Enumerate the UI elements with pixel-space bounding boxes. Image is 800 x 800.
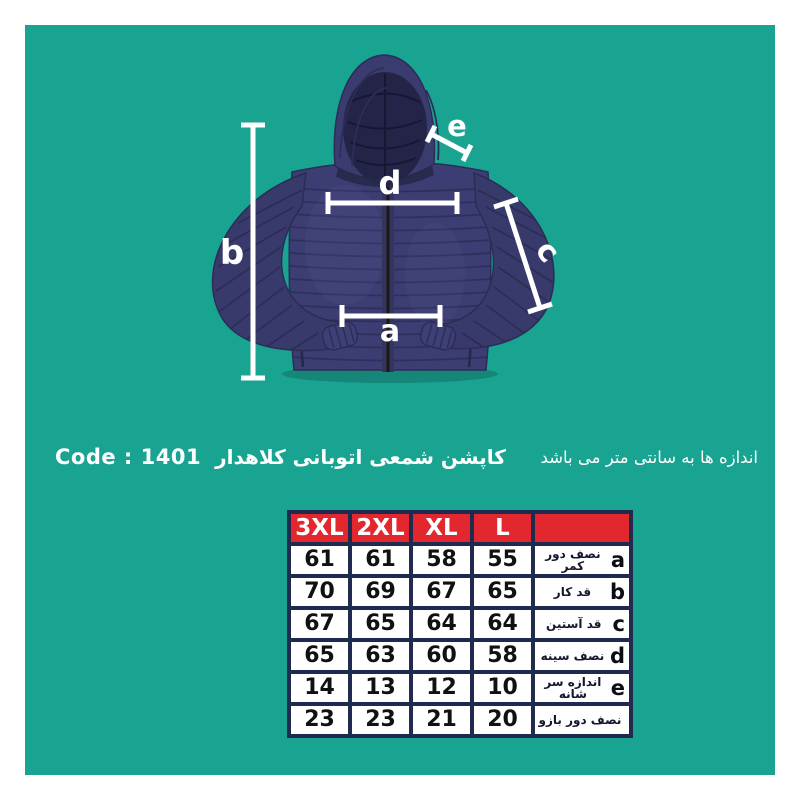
- row-label-arm: نصف دور بازو: [535, 706, 629, 734]
- row-label-e-letter: e: [610, 675, 625, 700]
- row-label-e: اندازه سر شانه e: [535, 674, 629, 702]
- cell-b-2xl: 69: [352, 578, 409, 606]
- cell-a-3xl: 61: [291, 546, 348, 574]
- collar-shadow: [336, 166, 434, 188]
- row-label-b: قد کار b: [535, 578, 629, 606]
- right-sleeve-quilt: [461, 189, 554, 349]
- left-cuff: [321, 321, 359, 351]
- size-col-3xl: 3XL: [291, 514, 348, 542]
- right-sleeve: [441, 171, 555, 350]
- row-label-b-text: قد کار: [553, 585, 592, 599]
- row-label-c-letter: c: [612, 611, 625, 636]
- cell-c-l: 64: [474, 610, 531, 638]
- label-e: e: [447, 109, 467, 143]
- row-label-c: قد آستین c: [535, 610, 629, 638]
- row-label-a: نصف دور کمر a: [535, 546, 629, 574]
- cell-a-l: 55: [474, 546, 531, 574]
- measure-line-d: [325, 192, 460, 214]
- cell-d-xl: 60: [413, 642, 470, 670]
- row-label-d-text: نصف سینه: [540, 649, 605, 663]
- cell-arm-xl: 21: [413, 706, 470, 734]
- jacket-measurement-diagram: b d a c e: [180, 40, 600, 420]
- body-highlight-2: [405, 223, 465, 327]
- product-code-group: Code : 1401 کاپشن شمعی اتوبانی کلاهدار: [55, 445, 506, 469]
- row-label-d-letter: d: [609, 643, 625, 668]
- zipper: [386, 166, 390, 372]
- cell-c-xl: 64: [413, 610, 470, 638]
- cell-arm-2xl: 23: [352, 706, 409, 734]
- size-table: 3XL 2XL XL L 61 61 58 55 نصف دور کمر a 7…: [287, 510, 633, 738]
- hood-quilt: [339, 67, 440, 167]
- measure-line-a: [339, 305, 443, 327]
- cell-c-3xl: 67: [291, 610, 348, 638]
- title-bar: Code : 1401 کاپشن شمعی اتوبانی کلاهدار ا…: [55, 440, 758, 474]
- cell-c-2xl: 65: [352, 610, 409, 638]
- cell-a-2xl: 61: [352, 546, 409, 574]
- cell-b-l: 65: [474, 578, 531, 606]
- measure-line-b: [241, 122, 265, 381]
- cell-d-l: 58: [474, 642, 531, 670]
- teal-background-panel: b d a c e Code : 1401 کاپشن شمعی اتوبانی…: [25, 25, 775, 775]
- row-label-d: نصف سینه d: [535, 642, 629, 670]
- label-a: a: [380, 314, 400, 349]
- measure-line-e: [424, 124, 474, 163]
- size-table-corner: [535, 514, 629, 542]
- size-col-2xl: 2XL: [352, 514, 409, 542]
- cell-e-xl: 12: [413, 674, 470, 702]
- hood-interior-folds: [347, 74, 423, 180]
- row-label-a-letter: a: [610, 547, 625, 572]
- label-d: d: [379, 164, 402, 202]
- cell-e-2xl: 13: [352, 674, 409, 702]
- label-b: b: [220, 233, 244, 273]
- row-label-a-text: نصف دور کمر: [545, 547, 601, 573]
- body-highlight: [305, 185, 385, 305]
- row-label-e-text: اندازه سر شانه: [544, 675, 602, 701]
- units-note: اندازه ها به سانتی متر می باشد: [540, 447, 758, 467]
- row-label-c-text: قد آستین: [546, 617, 602, 631]
- cell-d-2xl: 63: [352, 642, 409, 670]
- cell-a-xl: 58: [413, 546, 470, 574]
- cell-arm-l: 20: [474, 706, 531, 734]
- left-sleeve-quilt: [215, 189, 319, 351]
- cell-arm-3xl: 23: [291, 706, 348, 734]
- product-title: کاپشن شمعی اتوبانی کلاهدار: [215, 445, 506, 469]
- product-code: Code : 1401: [55, 445, 202, 469]
- cell-b-3xl: 70: [291, 578, 348, 606]
- row-label-b-letter: b: [609, 579, 625, 604]
- left-sleeve: [211, 171, 341, 352]
- cell-e-l: 10: [474, 674, 531, 702]
- cell-d-3xl: 65: [291, 642, 348, 670]
- row-label-arm-text: نصف دور بازو: [538, 713, 622, 727]
- cell-e-3xl: 14: [291, 674, 348, 702]
- measure-line-c: [493, 196, 553, 315]
- jacket-illustration: b d a c e: [211, 54, 567, 383]
- size-col-l: L: [474, 514, 531, 542]
- cell-b-xl: 67: [413, 578, 470, 606]
- size-col-xl: XL: [413, 514, 470, 542]
